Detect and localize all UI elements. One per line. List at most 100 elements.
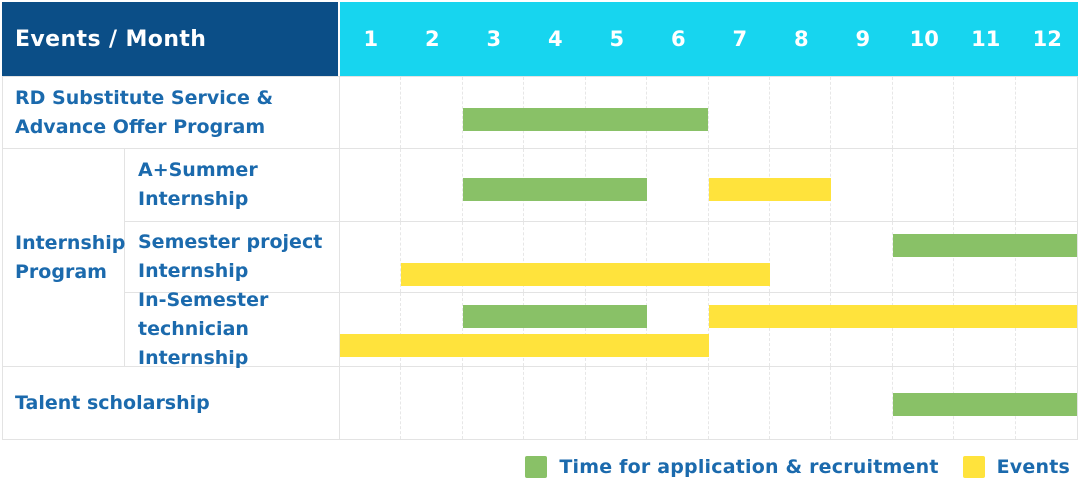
- row-in-semester-technician-internship: In-Semester technician Internship: [125, 289, 1077, 369]
- gantt-bar-yellow: [340, 334, 709, 357]
- row-label-line: Advance Offer Program: [15, 115, 266, 138]
- month-gridcell: [709, 77, 770, 148]
- month-gridcell: [893, 149, 955, 221]
- month-gridcell: [463, 222, 525, 292]
- legend-item-events: Events: [962, 456, 1070, 478]
- month-gridcell: [954, 77, 1016, 148]
- month-header: 1 2 3 4 5 6 7 8 9 10 11 12: [340, 2, 1078, 76]
- month-gridcell: [463, 293, 525, 366]
- legend-item-application-recruitment: Time for application & recruitment: [525, 456, 938, 478]
- legend-green-swatch-icon: [525, 456, 548, 478]
- month-gridcell: [1016, 222, 1077, 292]
- month-gridcell: [524, 367, 586, 439]
- row-label-line: A+Summer: [138, 159, 258, 181]
- month-gridcell: [647, 222, 709, 292]
- month-gridcell: [340, 293, 402, 366]
- legend-label: Time for application & recruitment: [559, 456, 939, 478]
- month-label: 5: [609, 27, 625, 51]
- month-gridcell: [831, 149, 893, 221]
- month-gridcell: [1016, 149, 1077, 221]
- group-label-line: Program: [15, 260, 107, 283]
- row-label-line: Internship: [138, 260, 249, 282]
- month-gridcell: [647, 149, 709, 221]
- month-label: 12: [1032, 27, 1062, 51]
- month-gridcell: [647, 367, 709, 439]
- row-label-line: Semester project: [138, 231, 323, 253]
- month-gridcell: [709, 222, 770, 292]
- timeline-grid-in-semester: [340, 293, 1077, 366]
- month-gridcell: [709, 367, 770, 439]
- gantt-bar-green: [462, 305, 648, 328]
- month-gridcell: [831, 367, 893, 439]
- group-label-line: Internship: [15, 231, 126, 254]
- month-gridcell: [770, 367, 832, 439]
- month-label: 6: [670, 27, 686, 51]
- month-label: 10: [909, 27, 939, 51]
- month-label: 4: [547, 27, 563, 51]
- row-label-line: RD Substitute Service &: [15, 86, 274, 109]
- month-gridcell: [1016, 77, 1077, 148]
- month-gridcell: [954, 293, 1016, 366]
- month-gridcell: [524, 222, 586, 292]
- gantt-body: RD Substitute Service & Advance Offer Pr…: [2, 76, 1078, 440]
- month-gridcell: [893, 222, 955, 292]
- gantt-bar-green: [892, 393, 1077, 416]
- row-a-summer-internship: A+Summer Internship: [125, 149, 1077, 221]
- row-label-line: technician Internship: [138, 318, 249, 369]
- month-gridcell: [586, 367, 648, 439]
- gantt-bar-green: [462, 108, 709, 131]
- row-label-in-semester: In-Semester technician Internship: [125, 289, 340, 369]
- row-label-semester-project: Semester project Internship: [125, 222, 340, 292]
- month-gridcell: [831, 77, 893, 148]
- legend: Time for application & recruitment Event…: [525, 456, 1070, 478]
- month-gridcell: [401, 367, 463, 439]
- row-rd-substitute: RD Substitute Service & Advance Offer Pr…: [3, 77, 1077, 148]
- month-gridcell: [401, 293, 463, 366]
- month-gridcell: [893, 293, 955, 366]
- month-gridcell: [340, 149, 402, 221]
- month-gridcell: [893, 77, 955, 148]
- month-gridcell: [770, 293, 832, 366]
- month-gridcell: [401, 149, 463, 221]
- month-gridcell: [524, 293, 586, 366]
- gantt-bar-green: [462, 178, 648, 201]
- month-gridcell: [647, 293, 709, 366]
- legend-yellow-swatch-icon: [962, 456, 985, 478]
- row-label-rd-substitute: RD Substitute Service & Advance Offer Pr…: [3, 77, 340, 148]
- month-label: 8: [793, 27, 809, 51]
- month-gridcell: [463, 367, 525, 439]
- month-gridcell: [831, 222, 893, 292]
- gantt-bar-yellow: [708, 305, 1077, 328]
- table-header: Events / Month 1 2 3 4 5 6 7 8 9 10 11 12: [2, 2, 1078, 76]
- month-gridcell: [770, 77, 832, 148]
- internship-program-rows: A+Summer Internship Semester project Int…: [125, 149, 1077, 369]
- timeline-grid-talent-scholarship: [340, 367, 1077, 439]
- month-gridcell: [401, 222, 463, 292]
- month-label: 2: [424, 27, 440, 51]
- row-label-line: Internship: [138, 188, 249, 210]
- month-gridcell: [340, 77, 402, 148]
- group-label-internship-program: Internship Program: [3, 149, 125, 366]
- timeline-grid-semester-project: [340, 222, 1077, 292]
- month-gridcell: [954, 149, 1016, 221]
- legend-label: Events: [996, 456, 1070, 478]
- row-label-talent-scholarship: Talent scholarship: [3, 367, 340, 439]
- month-label: 7: [732, 27, 748, 51]
- month-label: 11: [971, 27, 1001, 51]
- month-label: 1: [363, 27, 379, 51]
- month-label: 9: [855, 27, 871, 51]
- header-title: Events / Month: [2, 2, 338, 76]
- row-semester-project-internship: Semester project Internship: [125, 221, 1077, 292]
- timeline-grid-a-summer: [340, 149, 1077, 221]
- row-label-line: Talent scholarship: [15, 391, 210, 414]
- month-gridcell: [586, 293, 648, 366]
- month-gridcell: [770, 222, 832, 292]
- row-talent-scholarship: Talent scholarship: [3, 366, 1077, 439]
- gantt-bar-yellow: [708, 178, 832, 201]
- month-gridcell: [1016, 293, 1077, 366]
- month-gridcell: [340, 222, 402, 292]
- month-gridcell: [831, 293, 893, 366]
- month-gridcell: [709, 293, 770, 366]
- month-gridcell: [954, 222, 1016, 292]
- month-gridcell: [586, 222, 648, 292]
